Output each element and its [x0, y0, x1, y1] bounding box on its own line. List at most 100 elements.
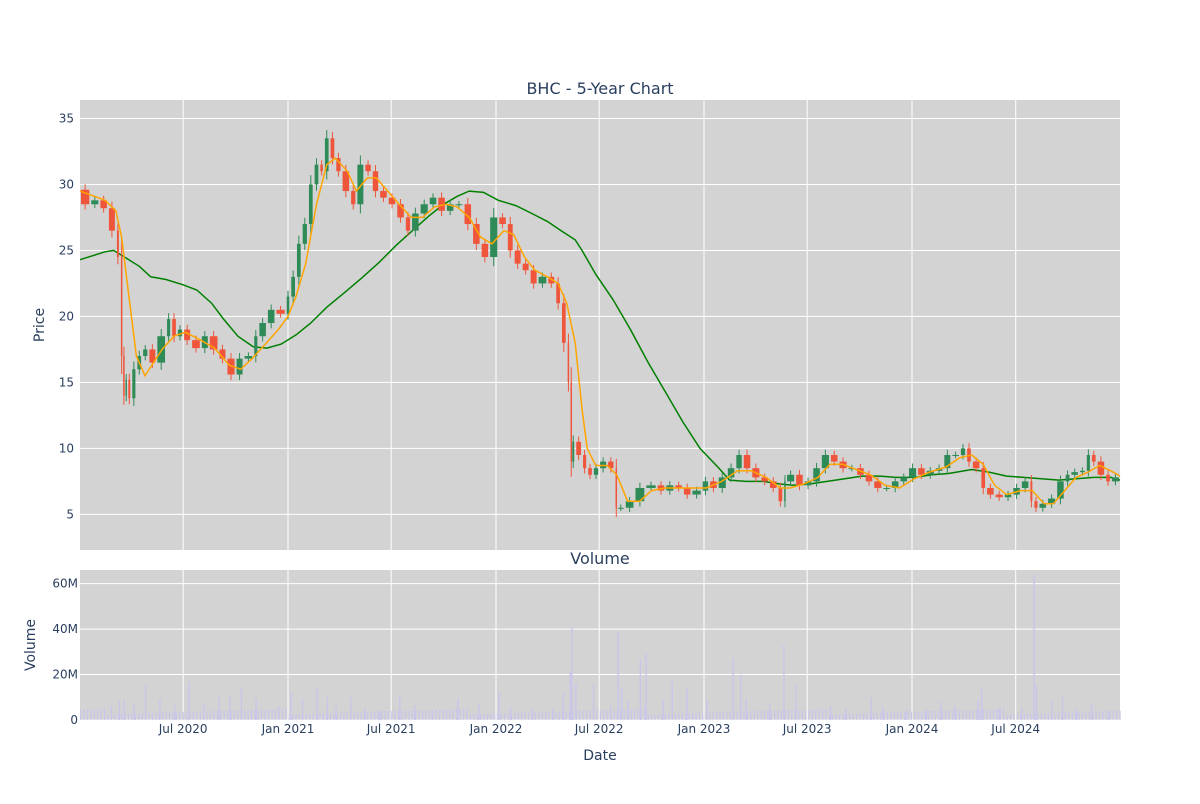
volume-bar: [866, 713, 868, 720]
volume-bar: [329, 712, 331, 720]
candle-body: [259, 323, 266, 337]
volume-bar: [763, 710, 766, 720]
candle-body: [1091, 454, 1096, 462]
volume-bar: [746, 711, 748, 720]
volume-bar: [319, 713, 321, 720]
volume-bar: [185, 711, 188, 720]
volume-bar: [421, 710, 424, 720]
candle-body: [330, 138, 335, 159]
candle-body: [302, 224, 307, 244]
volume-bar: [633, 709, 636, 720]
volume-bar: [462, 708, 465, 720]
volume-bar: [882, 706, 884, 720]
candle-body: [761, 477, 768, 482]
candle-body: [1086, 454, 1090, 471]
volume-bar: [514, 712, 516, 720]
volume-bar: [562, 692, 565, 720]
candle-body: [821, 454, 829, 469]
volume-bar: [674, 713, 677, 720]
volume-bar: [322, 713, 324, 720]
volume-bar: [168, 712, 171, 720]
x-axis-title: Date: [583, 748, 616, 764]
volume-bar: [852, 713, 854, 720]
candle-body: [342, 171, 350, 192]
candle-body: [960, 448, 966, 455]
volume-bar: [507, 713, 509, 720]
volume-bar: [552, 708, 554, 720]
volume-bar: [862, 713, 865, 720]
volume-bar: [182, 711, 184, 720]
candle-body: [743, 454, 751, 469]
candle-body: [683, 487, 691, 495]
short-moving-average-line: [79, 157, 1121, 505]
volume-bar: [285, 708, 287, 720]
volume-bar: [244, 709, 246, 720]
volume-bar: [979, 709, 981, 720]
volume-bar: [305, 713, 307, 720]
volume-bar: [1064, 712, 1066, 720]
volume-bar: [579, 710, 581, 720]
price-y-tick-label: 20: [59, 309, 74, 323]
volume-bar: [312, 713, 314, 720]
volume-bar: [165, 712, 167, 720]
volume-bar: [565, 711, 567, 720]
volume-bar: [213, 710, 215, 720]
volume-bar: [408, 710, 410, 720]
volume-bar: [606, 709, 608, 720]
volume-y-tick-label: 40M: [52, 622, 78, 636]
volume-bar: [575, 683, 577, 720]
volume-bar: [999, 708, 1001, 720]
volume-bar: [1037, 713, 1039, 720]
volume-bar: [218, 697, 220, 720]
volume-bar: [739, 674, 742, 720]
candle-body: [784, 481, 786, 502]
candle-body: [123, 356, 125, 396]
candle-body: [615, 468, 618, 508]
volume-y-tick-label: 60M: [52, 577, 78, 591]
volume-bar: [86, 709, 89, 720]
x-tick-label: Jan 2022: [469, 722, 523, 736]
candle-body: [635, 487, 645, 502]
volume-bar: [706, 699, 708, 720]
volume-bar: [449, 709, 451, 720]
volume-bar: [548, 711, 550, 720]
volume-bar: [620, 688, 623, 720]
candle-body: [813, 468, 820, 482]
volume-bar: [609, 706, 612, 720]
volume-bar: [144, 683, 147, 720]
volume-bar: [133, 702, 135, 720]
candle-body: [490, 217, 498, 258]
candle-body: [576, 441, 582, 455]
volume-bar: [798, 709, 800, 720]
candle-body: [276, 309, 285, 314]
volume-bar: [1109, 711, 1111, 720]
candle-body: [372, 171, 379, 192]
candle-body: [972, 461, 980, 469]
candle-body: [507, 224, 513, 251]
candle-body: [244, 356, 253, 359]
candle-body: [567, 342, 570, 383]
candle-body: [324, 138, 329, 172]
volume-bar: [784, 709, 786, 720]
volume-bar: [668, 713, 670, 720]
volume-bar: [743, 711, 745, 720]
volume-bar: [394, 710, 396, 720]
volume-bar: [254, 709, 256, 720]
volume-bar: [93, 709, 95, 720]
volume-bar: [692, 712, 694, 720]
volume-bar: [756, 710, 759, 720]
volume-bar: [486, 713, 489, 720]
candle-body: [81, 189, 90, 205]
volume-bar: [832, 714, 834, 720]
volume-bar: [350, 697, 352, 720]
candle-body: [267, 309, 275, 324]
candle-body: [357, 164, 364, 205]
volume-bar: [572, 710, 574, 720]
volume-y-axis-title: Volume: [23, 619, 39, 671]
volume-bar: [586, 710, 588, 720]
volume-bar: [261, 709, 263, 720]
volume-bar: [686, 688, 688, 720]
volume-bar: [1044, 713, 1046, 720]
volume-bar: [685, 713, 687, 720]
volume-bar: [921, 711, 923, 720]
